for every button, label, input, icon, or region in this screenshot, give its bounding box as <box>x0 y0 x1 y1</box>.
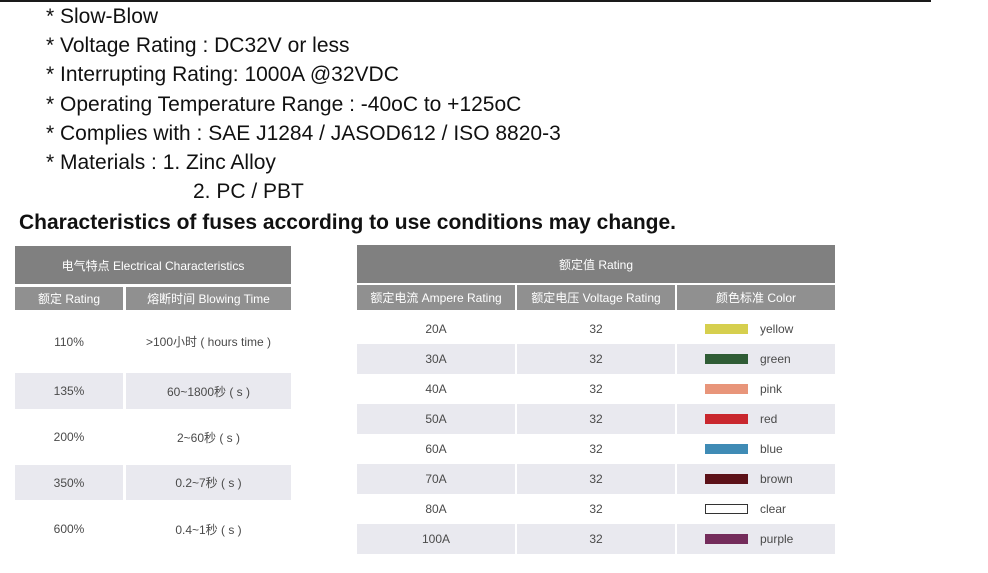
color-swatch <box>705 354 748 365</box>
color-cell: blue <box>677 434 835 464</box>
voltage-cell: 32 <box>517 404 675 434</box>
color-swatch <box>705 384 748 395</box>
top-rule <box>0 0 931 2</box>
ampere-cell: 40A <box>425 382 447 396</box>
voltage-cell: 32 <box>589 502 603 516</box>
color-name: yellow <box>760 322 794 337</box>
blowing-time-cell: 60~1800秒 ( s ) <box>126 373 291 409</box>
color-name: green <box>760 352 791 367</box>
color-swatch <box>705 324 748 335</box>
spec-item: * Materials : 1. Zinc Alloy <box>46 151 276 175</box>
color-swatch <box>705 474 748 485</box>
color-cell: yellow <box>677 314 835 344</box>
table-row: 100A 32 purple <box>357 524 835 554</box>
color-cell: pink <box>677 374 835 404</box>
column-header-rating: 额定 Rating <box>15 287 123 310</box>
table-row: 600% 0.4~1秒 ( s ) <box>15 500 291 558</box>
table-row: 20A 32 yellow <box>357 314 835 344</box>
spec-item: * Interrupting Rating: 1000A @32VDC <box>46 63 399 87</box>
ampere-cell: 20A <box>425 322 447 336</box>
color-cell: purple <box>677 524 835 554</box>
table-row: 80A 32 clear <box>357 494 835 524</box>
blowing-time-cell: 0.4~1秒 ( s ) <box>175 522 242 537</box>
ampere-cell: 70A <box>357 464 515 494</box>
column-header-color: 颜色标准 Color <box>677 285 835 310</box>
color-name: purple <box>760 532 794 547</box>
voltage-cell: 32 <box>589 322 603 336</box>
color-cell: red <box>677 404 835 434</box>
voltage-cell: 32 <box>517 464 675 494</box>
table-row: 135% 60~1800秒 ( s ) <box>15 373 291 409</box>
rating-cell: 110% <box>54 334 84 349</box>
color-cell: brown <box>677 464 835 494</box>
rating-cell: 200% <box>53 430 85 444</box>
table-row: 110% >100小时 ( hours time ) <box>15 310 291 373</box>
table-row: 200% 2~60秒 ( s ) <box>15 409 291 465</box>
column-header-voltage: 额定电压 Voltage Rating <box>517 285 675 310</box>
spec-item: * Voltage Rating : DC32V or less <box>46 34 350 58</box>
column-header-ampere: 额定电流 Ampere Rating <box>357 285 515 310</box>
voltage-cell: 32 <box>589 442 603 456</box>
table-row: 30A 32 green <box>357 344 835 374</box>
ampere-cell: 60A <box>425 442 447 456</box>
color-swatch <box>705 534 748 545</box>
column-header-blowing-time: 熔断时间 Blowing Time <box>126 287 291 310</box>
electrical-characteristics-table: 电气特点 Electrical Characteristics 额定 Ratin… <box>15 246 291 558</box>
spec-item-continuation: 2. PC / PBT <box>193 180 304 204</box>
color-cell: clear <box>677 494 835 524</box>
table-row: 70A 32 brown <box>357 464 835 494</box>
voltage-cell: 32 <box>589 382 603 396</box>
color-swatch <box>705 414 748 425</box>
color-name: pink <box>760 382 783 397</box>
blowing-time-cell: >100小时 ( hours time ) <box>145 335 272 349</box>
spec-item: * Operating Temperature Range : -40oC to… <box>46 92 522 116</box>
color-cell: green <box>677 344 835 374</box>
table-row: 60A 32 blue <box>357 434 835 464</box>
table-row: 50A 32 red <box>357 404 835 434</box>
table-row: 350% 0.2~7秒 ( s ) <box>15 465 291 500</box>
color-name: clear <box>760 502 787 517</box>
ampere-cell: 100A <box>357 524 515 554</box>
ampere-cell: 30A <box>357 344 515 374</box>
rating-table: 额定值 Rating 额定电流 Ampere Rating 额定电压 Volta… <box>357 245 835 554</box>
section-heading: Characteristics of fuses according to us… <box>19 211 677 234</box>
color-swatch <box>705 504 748 515</box>
blowing-time-cell: 2~60秒 ( s ) <box>176 430 241 445</box>
spec-item: * Complies with : SAE J1284 / JASOD612 /… <box>46 121 561 145</box>
table-row: 40A 32 pink <box>357 374 835 404</box>
spec-item: * Slow-Blow <box>46 5 159 28</box>
spec-list: * Slow-Blow * Voltage Rating : DC32V or … <box>46 2 561 206</box>
color-name: brown <box>760 472 793 487</box>
rating-cell: 135% <box>15 373 123 409</box>
table-title: 额定值 Rating <box>357 245 835 283</box>
color-swatch <box>705 444 748 455</box>
blowing-time-cell: 0.2~7秒 ( s ) <box>126 465 291 500</box>
rating-cell: 350% <box>15 465 123 500</box>
color-name: red <box>760 412 778 427</box>
voltage-cell: 32 <box>517 524 675 554</box>
table-title: 电气特点 Electrical Characteristics <box>15 246 291 284</box>
ampere-cell: 80A <box>425 502 447 516</box>
ampere-cell: 50A <box>357 404 515 434</box>
voltage-cell: 32 <box>517 344 675 374</box>
color-name: blue <box>760 442 783 457</box>
rating-cell: 600% <box>53 522 85 536</box>
